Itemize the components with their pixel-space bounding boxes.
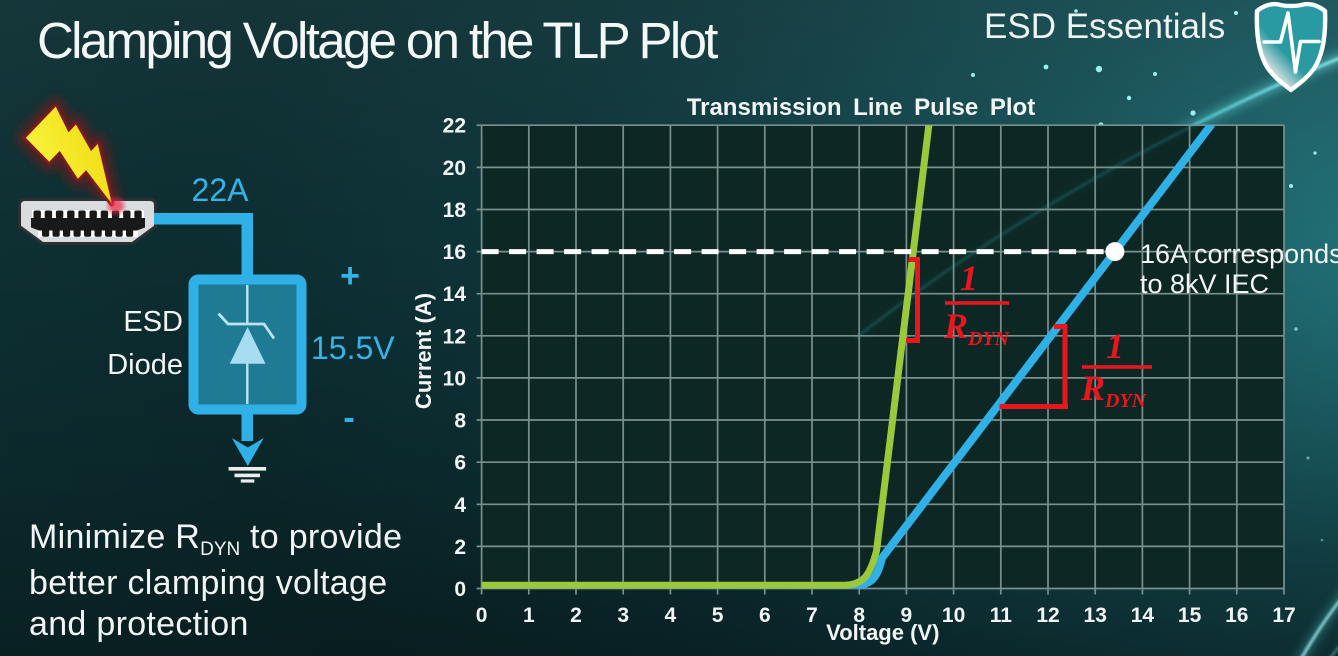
svg-text:9: 9 (901, 604, 913, 627)
svg-text:2: 2 (570, 604, 582, 627)
svg-text:1: 1 (523, 604, 535, 627)
svg-text:15: 15 (1178, 604, 1202, 627)
svg-text:+: + (340, 257, 360, 295)
svg-text:6: 6 (454, 452, 466, 475)
svg-text:12: 12 (443, 325, 466, 348)
svg-text:Transmission Line Pulse Plot: Transmission Line Pulse Plot (687, 94, 1035, 121)
svg-text:8: 8 (454, 410, 466, 433)
svg-text:Current (A): Current (A) (411, 293, 436, 409)
svg-text:1: 1 (1106, 326, 1124, 366)
svg-text:0: 0 (454, 578, 466, 601)
svg-text:2: 2 (454, 536, 466, 559)
svg-text:Diode: Diode (107, 349, 183, 381)
svg-text:10: 10 (942, 604, 965, 627)
svg-text:4: 4 (454, 494, 466, 517)
svg-text:15.5V: 15.5V (311, 330, 395, 366)
svg-text:8: 8 (853, 604, 865, 627)
svg-text:ESD: ESD (123, 306, 183, 338)
svg-text:7: 7 (806, 604, 818, 627)
svg-text:17: 17 (1272, 604, 1295, 627)
svg-text:14: 14 (1131, 604, 1155, 627)
svg-text:Voltage (V): Voltage (V) (826, 620, 939, 645)
svg-text:3: 3 (617, 604, 629, 627)
svg-text:13: 13 (1084, 604, 1107, 627)
svg-text:to 8kV IEC: to 8kV IEC (1140, 269, 1269, 299)
svg-text:16: 16 (443, 241, 466, 264)
svg-text:6: 6 (759, 604, 771, 627)
svg-text:16: 16 (1225, 604, 1248, 627)
svg-text:22A: 22A (192, 172, 250, 208)
svg-text:14: 14 (443, 283, 467, 306)
svg-text:11: 11 (990, 604, 1013, 627)
svg-text:22: 22 (443, 115, 466, 138)
svg-text:5: 5 (712, 604, 724, 627)
svg-text:-: - (343, 399, 354, 437)
svg-text:0: 0 (476, 604, 488, 627)
svg-text:12: 12 (1036, 604, 1059, 627)
svg-text:18: 18 (443, 199, 467, 222)
svg-text:10: 10 (443, 367, 466, 390)
svg-text:4: 4 (665, 604, 677, 627)
svg-text:1: 1 (960, 258, 978, 298)
svg-text:20: 20 (443, 157, 466, 180)
svg-text:16A corresponds: 16A corresponds (1140, 239, 1338, 269)
